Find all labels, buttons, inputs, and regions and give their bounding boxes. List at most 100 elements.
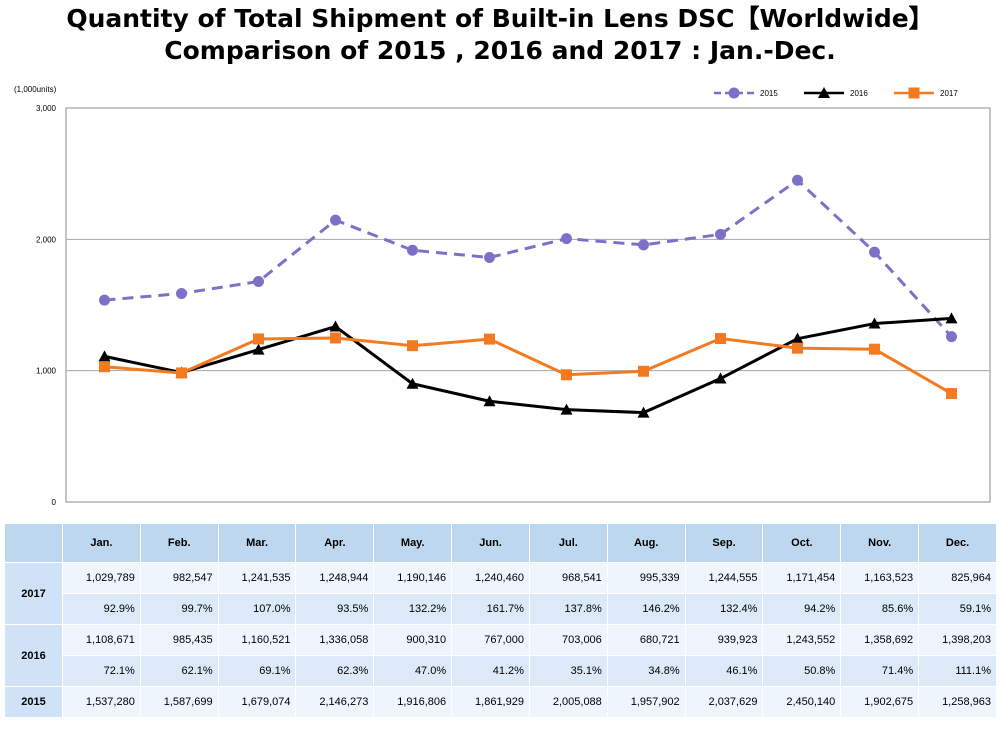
data-point-legend-2016 (818, 87, 830, 98)
data-point-2016 (560, 403, 573, 415)
table-row-units-2017: 2017 1,029,789 982,547 1,241,535 1,248,944 1,… (4, 562, 997, 625)
data-point-2015 (946, 331, 957, 343)
data-point-2015 (484, 251, 495, 263)
table-cell-percent: 62.1% (139, 655, 219, 687)
y-tick-label: 0 (52, 498, 57, 507)
table-row-percent-2016: 72.1% 62.1% 69.1% 62.3% 47.0% 41.2% 35.1% 34.8%… (5, 655, 997, 687)
table-header-row: Jan. Feb. Mar. Apr. May. Jun. Jul. Aug. Sep. Oct.… (4, 523, 997, 563)
data-point-2017 (792, 342, 803, 354)
data-point-2017 (869, 343, 880, 355)
table-cell-units: 1,171,454 (762, 562, 842, 594)
table-cell-percent: 93.5% (295, 593, 375, 625)
data-point-2015 (638, 239, 649, 251)
table-cell-units: 1,336,058 (295, 624, 375, 656)
table-cell-percent: 161.7% (451, 593, 530, 625)
table-header-cell: Apr. (295, 523, 375, 563)
table-cell-units: 1,029,789 (62, 562, 141, 594)
row-year-label: 2017 (4, 562, 63, 625)
table-cell-units: 985,435 (139, 624, 219, 656)
table-cell-units: 1,679,074 (217, 686, 297, 718)
table-cell-units: 1,248,944 (295, 562, 375, 594)
data-point-2015 (176, 287, 187, 299)
table-header-cell: Feb. (139, 523, 219, 563)
table-cell-units: 968,541 (528, 562, 608, 594)
table-cell-units: 1,108,671 (62, 624, 141, 656)
table-cell-percent: 46.1% (684, 655, 764, 687)
table-cell-units: 1,240,460 (451, 562, 530, 594)
data-point-2016 (637, 406, 650, 418)
table-cell-percent: 85.6% (840, 593, 920, 625)
chart-title: Quantity of Total Shipment of Built-in L… (66, 4, 934, 33)
data-point-2015 (253, 275, 264, 287)
table-cell-units: 1,160,521 (217, 624, 297, 656)
table-cell-percent: 71.4% (840, 655, 920, 687)
series-line-2016 (104, 316, 952, 415)
table-cell-percent: 137.8% (528, 593, 608, 625)
table-header-cell: May. (373, 523, 453, 563)
table-row-units-2015: 2015 1,537,280 1,587,699 1,679,074 2,146,273… (4, 686, 997, 718)
table-header-cell: Oct. (762, 523, 842, 563)
table-header-cell: Nov. (840, 523, 920, 563)
table-cell-units: 1,587,699 (139, 686, 219, 718)
table-cell-units: 939,923 (684, 624, 764, 656)
table-cell-units: 1,258,963 (918, 686, 997, 718)
table-cell-percent: 62.3% (295, 655, 375, 687)
table-cell-units: 2,037,629 (684, 686, 764, 718)
y-tick-label: 1,000 (36, 367, 57, 376)
data-point-2016 (791, 332, 804, 344)
table-cell-units: 680,721 (606, 624, 686, 656)
table-cell-percent: 132.4% (684, 593, 764, 625)
table-cell-units: 1,243,552 (762, 624, 842, 656)
table-cell-units: 1,916,806 (373, 686, 453, 718)
table-cell-units: 825,964 (918, 562, 997, 594)
table-cell-percent: 107.0% (217, 593, 297, 625)
table-cell-units: 1,241,535 (217, 562, 297, 594)
table-row-units-2016: 2016 1,108,671 985,435 1,160,521 1,336,058 90… (4, 624, 997, 687)
table-cell-percent: 132.2% (373, 593, 453, 625)
series-line-2017 (104, 336, 953, 395)
table-cell-percent: 92.9% (62, 593, 141, 625)
table-corner-cell (4, 523, 63, 563)
table-cell-units: 1,358,692 (840, 624, 920, 656)
unit-label: (1,000units) (14, 85, 57, 94)
data-point-legend-2017 (908, 87, 920, 99)
plot-area (65, 107, 991, 503)
table-cell-percent: 111.1% (918, 655, 997, 687)
table-header-cell: Jan. (62, 523, 141, 563)
table-cell-units: 2,146,273 (295, 686, 375, 718)
legend-label-2015: 2015 (760, 89, 778, 98)
data-point-2015 (715, 228, 726, 240)
table-cell-percent: 59.1% (918, 593, 997, 625)
data-point-2017 (253, 333, 264, 345)
table-cell-percent: 50.8% (762, 655, 842, 687)
table-cell-percent: 94.2% (762, 593, 842, 625)
table-cell-units: 703,006 (528, 624, 608, 656)
table-row-percent-2017: 92.9% 99.7% 107.0% 93.5% 132.2% 161.7% 137.8% 1… (5, 593, 997, 625)
table-cell-percent: 99.7% (139, 593, 219, 625)
table-header-cell: Aug. (606, 523, 686, 563)
table-cell-units: 1,957,902 (606, 686, 686, 718)
table-cell-percent: 69.1% (217, 655, 297, 687)
table-cell-units: 767,000 (451, 624, 530, 656)
table-cell-units: 2,450,140 (762, 686, 842, 718)
legend-label-2016: 2016 (850, 89, 868, 98)
table-cell-percent: 146.2% (606, 593, 686, 625)
table-cell-units: 1,190,146 (373, 562, 453, 594)
data-point-2017 (484, 333, 495, 345)
series-line-2015 (104, 178, 953, 338)
data-point-2017 (715, 333, 726, 345)
data-point-2015 (330, 214, 341, 226)
data-point-2017 (638, 365, 649, 377)
data-point-legend-2015 (728, 87, 740, 99)
table-cell-units: 900,310 (373, 624, 453, 656)
data-point-2015 (869, 246, 880, 258)
chart-subtitle: Comparison of 2015 , 2016 and 2017 : Jan… (164, 36, 836, 65)
data-point-2016 (868, 317, 881, 329)
table-cell-percent: 34.8% (606, 655, 686, 687)
table-cell-units: 1,537,280 (62, 686, 141, 718)
row-year-label: 2015 (4, 686, 63, 718)
y-tick-label: 3,000 (36, 104, 57, 113)
data-point-2017 (407, 340, 418, 352)
data-point-2016 (714, 372, 727, 384)
data-point-2016 (98, 350, 111, 362)
